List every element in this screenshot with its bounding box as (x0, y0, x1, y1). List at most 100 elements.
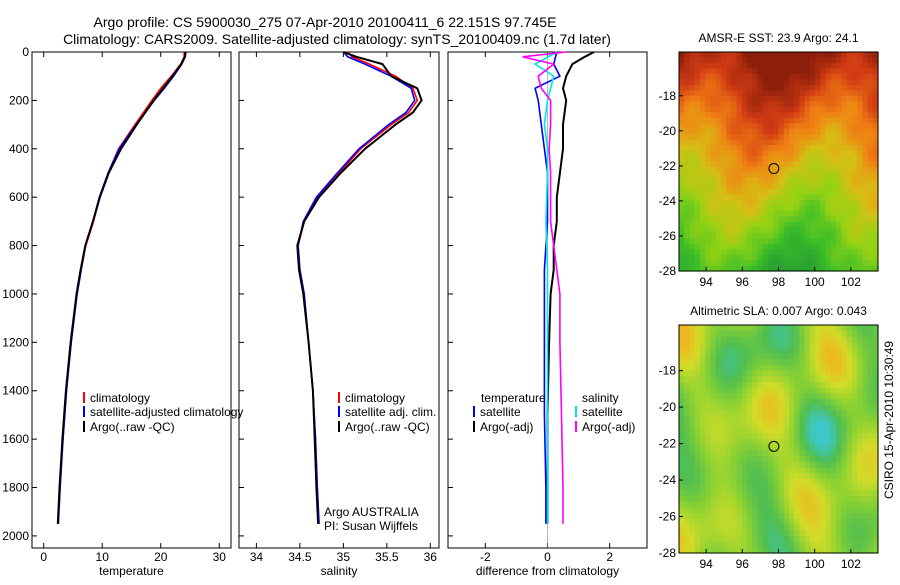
heatmap-cell (804, 205, 811, 212)
heatmap-cell (815, 524, 821, 531)
heatmap-cell (872, 336, 879, 343)
heatmap-cell (872, 387, 879, 394)
heatmap-cell (684, 364, 691, 372)
heatmap-cell (788, 421, 795, 429)
heatmap-cell (804, 84, 811, 91)
heatmap-cell (794, 444, 801, 451)
heatmap-cell (783, 342, 790, 349)
heatmap-cell (747, 387, 753, 394)
heatmap-cell (757, 172, 764, 179)
heatmap-cell (679, 123, 685, 130)
heatmap-cell (736, 238, 743, 245)
heatmap-cell (694, 478, 701, 486)
heatmap-cell (705, 172, 712, 179)
heatmap-cell (799, 238, 806, 245)
heatmap-cell (684, 106, 691, 113)
heatmap-cell (799, 513, 806, 520)
heatmap-cell (846, 166, 853, 174)
heatmap-cell (726, 62, 732, 70)
heatmap-cell (684, 496, 691, 503)
heatmap-cell (773, 145, 780, 152)
heatmap-cell (867, 117, 874, 124)
heatmap-cell (752, 52, 759, 59)
heatmap-cell (689, 478, 696, 486)
heatmap-cell (778, 194, 785, 201)
heatmap-cell (841, 260, 848, 267)
heatmap-cell (783, 364, 790, 372)
heatmap-cell (809, 177, 816, 184)
heatmap-cell (862, 336, 869, 343)
heatmap-cell (720, 79, 727, 86)
heatmap-cell (741, 57, 748, 64)
heatmap-cell (841, 353, 848, 360)
heatmap-cell (820, 52, 827, 59)
heatmap-cell (862, 473, 869, 480)
heatmap-cell (747, 399, 753, 406)
heatmap-cell (699, 57, 706, 64)
heatmap-cell (694, 243, 701, 250)
heatmap-cell (830, 399, 837, 406)
heatmap-cell (836, 123, 842, 130)
heatmap-cell (862, 101, 869, 108)
heatmap-cell (720, 188, 727, 195)
heatmap-cell (825, 194, 832, 201)
heatmap-cell (679, 353, 685, 360)
heatmap-cell (773, 484, 780, 491)
heatmap-cell (747, 172, 753, 179)
heatmap-cell (731, 347, 738, 355)
heatmap-cell (710, 221, 717, 228)
heatmap-cell (684, 90, 691, 97)
heatmap-cell (841, 450, 848, 457)
heatmap-cell (788, 456, 795, 463)
heatmap-cell (720, 73, 727, 80)
heatmap-cell (699, 150, 706, 157)
heatmap-cell (794, 73, 801, 80)
heatmap-cell (788, 227, 795, 234)
heatmap-cell (788, 95, 795, 102)
heatmap-cell (747, 199, 753, 206)
heatmap-cell (804, 467, 811, 474)
heatmap-cell (752, 427, 759, 434)
heatmap-cell (825, 52, 832, 59)
heatmap-cell (741, 194, 748, 201)
heatmap-cell (846, 90, 853, 97)
heatmap-cell (679, 547, 685, 554)
heatmap-cell (752, 221, 759, 228)
heatmap-cell (741, 123, 748, 130)
heatmap-cell (752, 128, 759, 135)
heatmap-cell (684, 478, 691, 486)
heatmap-cell (762, 243, 769, 250)
heatmap-cell (710, 433, 717, 440)
heatmap-cell (757, 68, 764, 75)
heatmap-cell (736, 188, 743, 195)
heatmap-cell (778, 145, 785, 152)
heatmap-cell (741, 145, 748, 152)
heatmap-cell (851, 444, 858, 451)
heatmap-cell (857, 530, 863, 537)
heatmap-cell (804, 541, 811, 548)
heatmap-cell (815, 79, 821, 86)
heatmap-cell (867, 518, 874, 526)
heatmap-cell (720, 52, 727, 59)
heatmap-cell (809, 117, 816, 124)
heatmap-cell (820, 490, 827, 497)
heatmap-cell (752, 484, 759, 491)
y-tick-label: 2000 (2, 529, 29, 543)
heatmap-cell (726, 232, 732, 239)
heatmap-cell (741, 342, 748, 349)
heatmap-cell (768, 73, 774, 80)
heatmap-cell (841, 410, 848, 417)
heatmap-cell (720, 416, 727, 423)
heatmap-cell (836, 364, 842, 372)
heatmap-cell (825, 518, 832, 526)
heatmap-cell (705, 188, 712, 195)
heatmap-cell (715, 62, 722, 70)
heatmap-cell (762, 90, 769, 97)
heatmap-cell (726, 95, 732, 102)
heatmap-cell (862, 249, 869, 256)
heatmap-cell (710, 62, 717, 70)
heatmap-cell (736, 456, 743, 463)
heatmap-cell (747, 376, 753, 383)
heatmap-cell (851, 490, 858, 497)
heatmap-cell (747, 183, 753, 190)
